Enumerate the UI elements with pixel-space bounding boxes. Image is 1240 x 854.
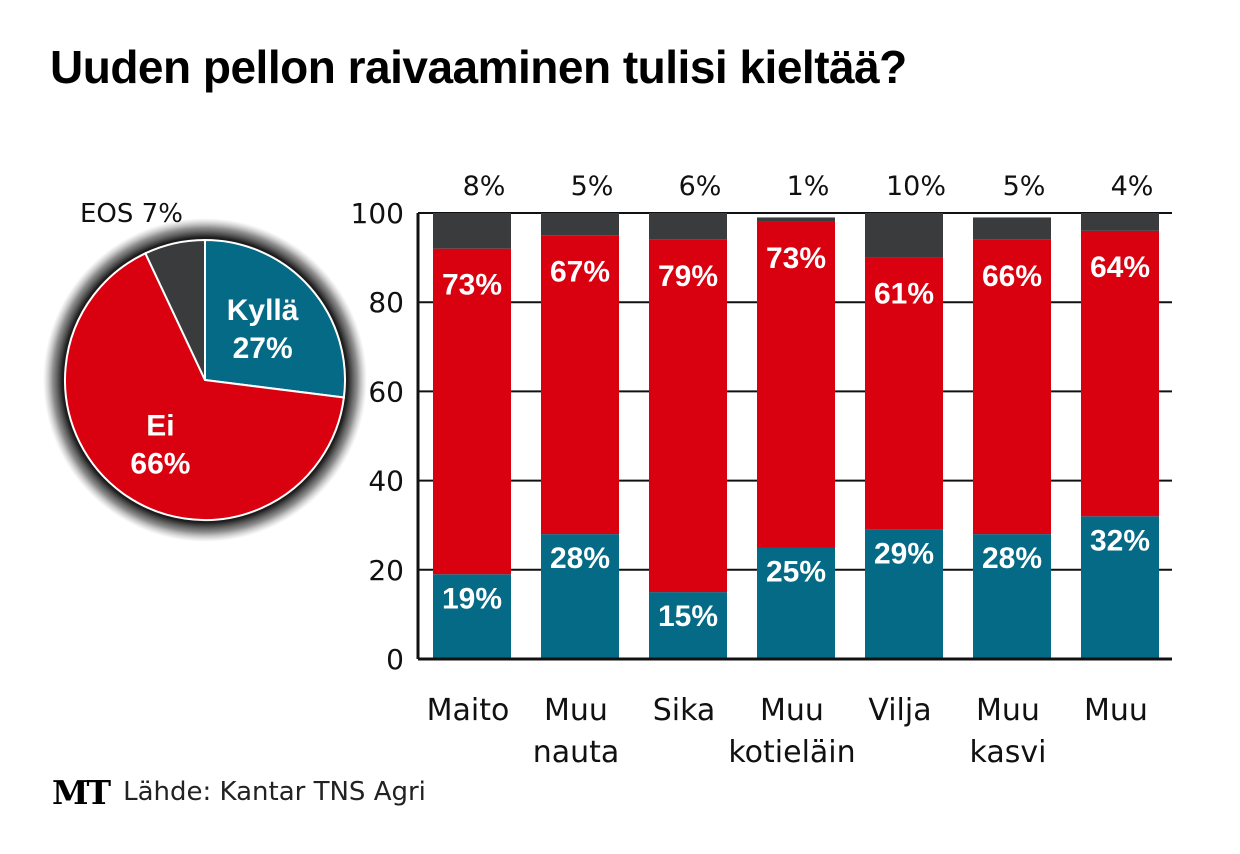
bar-label-kylla: 15%	[658, 600, 718, 633]
bar-label-ei: 66%	[982, 260, 1042, 293]
y-tick-label: 60	[368, 375, 404, 408]
pie-label-eos: EOS 7%	[80, 199, 183, 229]
stacked-bar-chart: 0 20 40 60 80 100 19% 73% 8% Maito 28% 67% 5% Muu naut…	[351, 171, 1172, 770]
bar-label-eos: 8%	[463, 171, 506, 202]
y-tick-label: 0	[386, 643, 404, 676]
bar-label-kylla: 25%	[766, 556, 826, 589]
pie-label-0: Kyllä	[227, 294, 299, 327]
bar-eos	[1081, 213, 1159, 231]
bar-kylla	[433, 574, 511, 659]
x-category-label: Sika	[653, 693, 716, 728]
bar-label-ei: 73%	[442, 269, 502, 302]
source-line: MT Lähde: Kantar TNS Agri	[52, 770, 426, 814]
source-text: Lähde: Kantar TNS Agri	[123, 777, 426, 807]
bar-label-kylla: 28%	[550, 542, 610, 575]
chart-title: Uuden pellon raivaaminen tulisi kieltää?	[50, 41, 907, 93]
bar-kylla	[757, 547, 835, 659]
pie-slice-kyll-	[204, 238, 346, 399]
bar-label-ei: 61%	[874, 278, 934, 311]
bar-kylla	[973, 534, 1051, 659]
y-tick-label: 100	[351, 197, 404, 230]
bar-ei	[1081, 230, 1159, 517]
bar-label-ei: 67%	[550, 255, 610, 288]
bar-label-eos: 5%	[571, 171, 614, 202]
bar-label-eos: 1%	[787, 171, 830, 202]
bar-eos	[757, 217, 835, 222]
y-tick-label: 40	[368, 465, 404, 498]
bar-label-eos: 6%	[679, 171, 722, 202]
pie-slice-ei	[64, 251, 346, 521]
x-category-label: Muu	[1084, 693, 1148, 728]
bar-eos	[973, 217, 1051, 240]
x-category-label: kotieläin	[728, 735, 855, 770]
bar-eos	[649, 213, 727, 240]
bar-ei	[433, 248, 511, 575]
pie-label-1: Ei	[146, 410, 174, 443]
x-category-label: Muu	[760, 693, 824, 728]
bar-ei	[757, 221, 835, 548]
y-tick-label: 20	[368, 554, 404, 587]
bar-label-ei: 64%	[1090, 251, 1150, 284]
bar-kylla	[1081, 516, 1159, 659]
x-category-label: nauta	[533, 735, 620, 770]
bar-eos	[541, 213, 619, 236]
bar-ei	[865, 257, 943, 530]
x-category-label: Maito	[427, 693, 510, 728]
pie-value-0: 27%	[233, 332, 293, 365]
x-category-label: kasvi	[970, 735, 1047, 770]
bar-eos	[865, 213, 943, 258]
pie-value-1: 66%	[130, 448, 190, 481]
bar-kylla	[649, 592, 727, 659]
bar-label-kylla: 28%	[982, 542, 1042, 575]
bar-kylla	[865, 529, 943, 659]
pie-slice-eos	[144, 238, 206, 381]
bar-ei	[541, 235, 619, 535]
bar-label-kylla: 32%	[1090, 524, 1150, 557]
bar-ei	[973, 239, 1051, 535]
bar-label-ei: 73%	[766, 242, 826, 275]
mt-logo: MT	[52, 772, 111, 812]
bar-label-eos: 4%	[1111, 171, 1154, 202]
y-tick-label: 80	[368, 286, 404, 319]
bar-eos	[433, 213, 511, 249]
pie-chart: Kyllä 27% Ei 66% EOS 7%	[43, 199, 367, 542]
bar-ei	[649, 239, 727, 593]
bar-label-eos: 10%	[886, 171, 946, 202]
x-category-label: Muu	[544, 693, 608, 728]
bar-label-kylla: 19%	[442, 582, 502, 615]
bar-label-eos: 5%	[1003, 171, 1046, 202]
bar-kylla	[541, 534, 619, 659]
x-category-label: Vilja	[868, 693, 931, 728]
bar-label-kylla: 29%	[874, 538, 934, 571]
x-category-label: Muu	[976, 693, 1040, 728]
bar-label-ei: 79%	[658, 260, 718, 293]
